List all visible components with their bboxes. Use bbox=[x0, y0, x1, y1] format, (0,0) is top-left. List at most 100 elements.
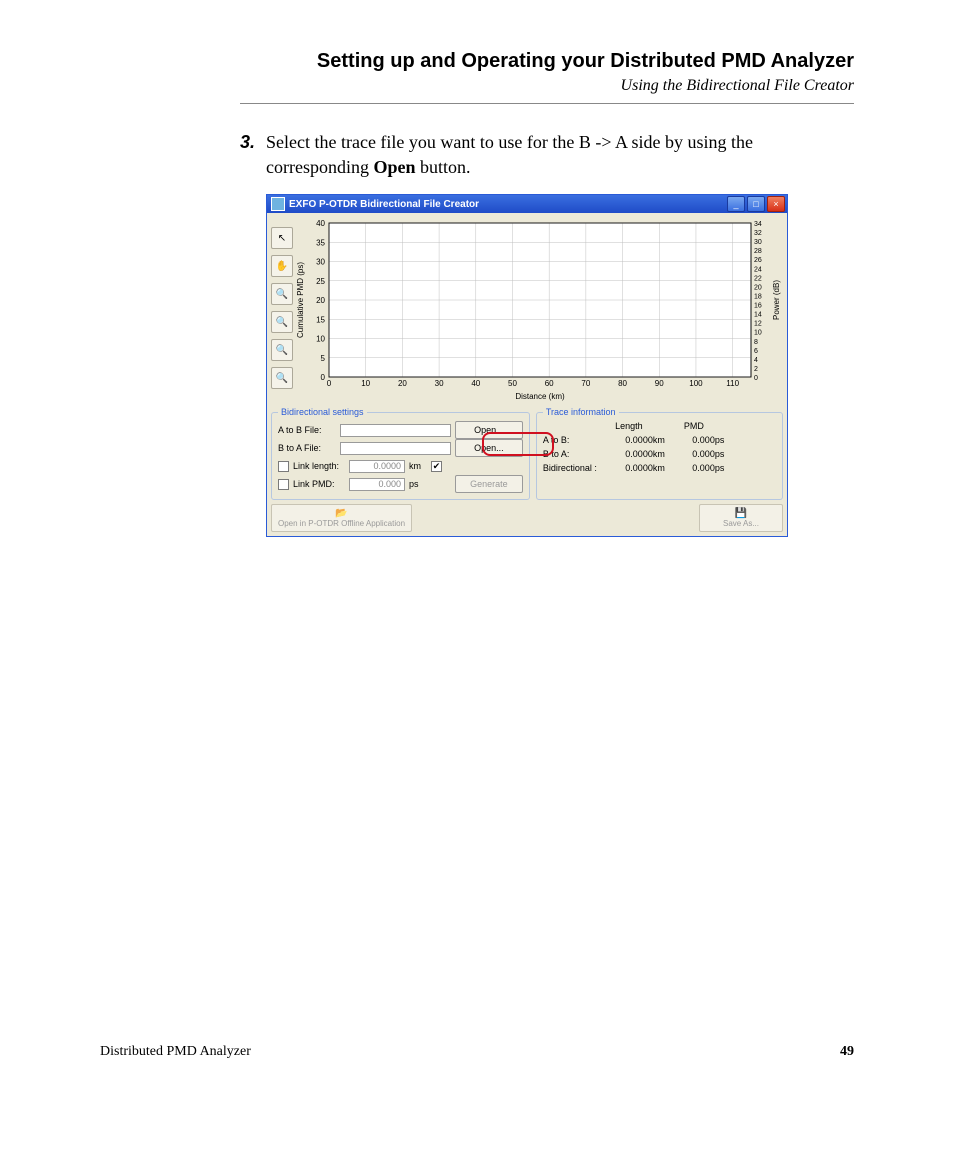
ti-row-pmd-1: 0.000 bbox=[673, 449, 715, 459]
link-length-input[interactable]: 0.0000 bbox=[349, 460, 405, 473]
hand-icon[interactable]: ✋ bbox=[271, 255, 293, 277]
svg-text:80: 80 bbox=[618, 379, 627, 388]
svg-text:6: 6 bbox=[754, 348, 758, 355]
chart-toolbar: ↖ ✋ 🔍 🔍 🔍 🔍 bbox=[271, 217, 293, 403]
svg-text:20: 20 bbox=[316, 296, 325, 305]
save-as-label: Save As... bbox=[723, 519, 759, 528]
svg-text:20: 20 bbox=[398, 379, 407, 388]
ti-row-len-2: 0.0000 bbox=[605, 463, 653, 473]
svg-text:Power (dB): Power (dB) bbox=[772, 280, 781, 320]
svg-text:12: 12 bbox=[754, 321, 762, 328]
svg-text:Cumulative PMD (ps): Cumulative PMD (ps) bbox=[296, 262, 305, 338]
svg-text:28: 28 bbox=[754, 249, 762, 256]
b-to-a-label: B to A File: bbox=[278, 443, 336, 453]
svg-text:Distance (km): Distance (km) bbox=[515, 392, 565, 401]
svg-text:0: 0 bbox=[327, 379, 332, 388]
b-to-a-file-input[interactable] bbox=[340, 442, 451, 455]
folder-open-icon: 📂 bbox=[278, 508, 405, 519]
page-subtitle: Using the Bidirectional File Creator bbox=[240, 77, 854, 95]
svg-text:40: 40 bbox=[471, 379, 480, 388]
ti-row-len-unit-1: km bbox=[653, 449, 673, 459]
ti-row-len-0: 0.0000 bbox=[605, 435, 653, 445]
window-title: EXFO P-OTDR Bidirectional File Creator bbox=[289, 199, 725, 210]
svg-text:18: 18 bbox=[754, 294, 762, 301]
page-title: Setting up and Operating your Distribute… bbox=[240, 50, 854, 73]
svg-text:22: 22 bbox=[754, 276, 762, 283]
ti-row-label-2: Bidirectional : bbox=[543, 463, 605, 473]
svg-text:50: 50 bbox=[508, 379, 517, 388]
svg-text:10: 10 bbox=[754, 330, 762, 337]
svg-text:32: 32 bbox=[754, 230, 762, 237]
title-bar[interactable]: EXFO P-OTDR Bidirectional File Creator _… bbox=[267, 195, 787, 213]
svg-text:0: 0 bbox=[321, 373, 326, 382]
svg-text:8: 8 bbox=[754, 339, 758, 346]
ti-row-len-1: 0.0000 bbox=[605, 449, 653, 459]
zoom-fit-icon[interactable]: 🔍 bbox=[271, 339, 293, 361]
step-text-1: Select the trace file you want to use fo… bbox=[266, 132, 753, 177]
step-text-2: button. bbox=[416, 157, 471, 177]
ti-row-pmd-unit-1: ps bbox=[715, 449, 731, 459]
pointer-icon[interactable]: ↖ bbox=[271, 227, 293, 249]
bidirectional-settings-panel: Bidirectional settings A to B File: Open… bbox=[271, 407, 530, 500]
link-pmd-input[interactable]: 0.000 bbox=[349, 478, 405, 491]
trace-legend: Trace information bbox=[543, 407, 619, 417]
svg-text:24: 24 bbox=[754, 267, 762, 274]
svg-text:110: 110 bbox=[726, 379, 739, 388]
ti-length-header: Length bbox=[605, 421, 653, 431]
zoom-reset-icon[interactable]: 🔍 bbox=[271, 367, 293, 389]
svg-text:14: 14 bbox=[754, 312, 762, 319]
ti-row-len-unit-2: km bbox=[653, 463, 673, 473]
svg-text:20: 20 bbox=[754, 285, 762, 292]
page-number: 49 bbox=[840, 1044, 854, 1060]
open-offline-button[interactable]: 📂 Open in P-OTDR Offline Application bbox=[271, 504, 412, 532]
minimize-button[interactable]: _ bbox=[727, 196, 745, 212]
open-b-to-a-button[interactable]: Open... bbox=[455, 439, 523, 457]
app-icon bbox=[271, 197, 285, 211]
ti-row-pmd-unit-0: ps bbox=[715, 435, 731, 445]
svg-text:40: 40 bbox=[316, 219, 325, 228]
zoom-out-icon[interactable]: 🔍 bbox=[271, 311, 293, 333]
generate-button[interactable]: Generate bbox=[455, 475, 523, 493]
open-a-to-b-button[interactable]: Open... bbox=[455, 421, 523, 439]
close-button[interactable]: × bbox=[767, 196, 785, 212]
bidi-legend: Bidirectional settings bbox=[278, 407, 367, 417]
link-length-unit: km bbox=[409, 461, 427, 471]
svg-text:2: 2 bbox=[754, 366, 758, 373]
save-icon: 💾 bbox=[706, 508, 776, 519]
step-bold: Open bbox=[373, 157, 415, 177]
link-pmd-label: Link PMD: bbox=[293, 479, 345, 489]
ti-row-pmd-2: 0.000 bbox=[673, 463, 715, 473]
svg-text:100: 100 bbox=[689, 379, 703, 388]
ti-row-label-0: A to B: bbox=[543, 435, 605, 445]
link-length-label: Link length: bbox=[293, 461, 345, 471]
ti-row-len-unit-0: km bbox=[653, 435, 673, 445]
svg-text:10: 10 bbox=[316, 335, 325, 344]
open-offline-label: Open in P-OTDR Offline Application bbox=[278, 519, 405, 528]
a-to-b-file-input[interactable] bbox=[340, 424, 451, 437]
svg-text:35: 35 bbox=[316, 239, 325, 248]
svg-text:60: 60 bbox=[545, 379, 554, 388]
header-rule bbox=[240, 103, 854, 104]
footer-left: Distributed PMD Analyzer bbox=[100, 1044, 251, 1060]
svg-text:15: 15 bbox=[316, 316, 325, 325]
link-pmd-checkbox[interactable] bbox=[278, 479, 289, 490]
app-window: EXFO P-OTDR Bidirectional File Creator _… bbox=[266, 194, 788, 537]
link-length-apply-checkbox[interactable]: ✔ bbox=[431, 461, 442, 472]
svg-text:5: 5 bbox=[321, 354, 326, 363]
svg-text:90: 90 bbox=[655, 379, 664, 388]
a-to-b-label: A to B File: bbox=[278, 425, 336, 435]
ti-row-pmd-0: 0.000 bbox=[673, 435, 715, 445]
zoom-in-icon[interactable]: 🔍 bbox=[271, 283, 293, 305]
svg-text:30: 30 bbox=[754, 239, 762, 246]
save-as-button[interactable]: 💾 Save As... bbox=[699, 504, 783, 532]
svg-text:10: 10 bbox=[361, 379, 370, 388]
ti-pmd-header: PMD bbox=[673, 421, 715, 431]
svg-text:34: 34 bbox=[754, 221, 762, 228]
ti-row-label-1: B to A: bbox=[543, 449, 605, 459]
svg-text:4: 4 bbox=[754, 357, 758, 364]
maximize-button[interactable]: □ bbox=[747, 196, 765, 212]
link-length-checkbox[interactable] bbox=[278, 461, 289, 472]
link-pmd-unit: ps bbox=[409, 479, 427, 489]
chart-area[interactable]: 0102030405060708090100110051015202530354… bbox=[293, 217, 783, 403]
ti-row-pmd-unit-2: ps bbox=[715, 463, 731, 473]
